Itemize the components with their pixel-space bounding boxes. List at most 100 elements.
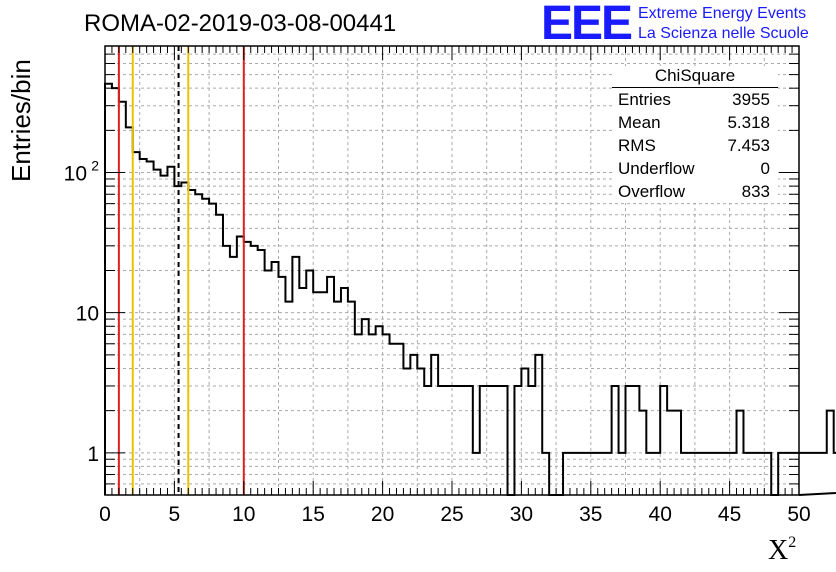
stats-row-entries: Entries 3955: [618, 90, 770, 109]
histogram-bin: [612, 386, 619, 495]
histogram-bin: [653, 453, 660, 495]
histogram-bin: [514, 386, 521, 495]
histogram-bin: [265, 271, 272, 496]
x-tick-label: 40: [649, 503, 672, 526]
histogram-bin: [813, 453, 820, 495]
stats-title: ChiSquare: [612, 66, 778, 88]
histogram-bin: [154, 170, 161, 495]
chart-title: ROMA-02-2019-03-08-00441: [84, 10, 397, 37]
histogram-bin: [723, 453, 730, 495]
histogram-bin: [417, 368, 424, 495]
histogram-bin: [605, 453, 612, 495]
histogram-bin: [778, 453, 785, 495]
x-tick-label: 20: [371, 503, 394, 526]
histogram-bin: [750, 453, 757, 495]
x-axis-label: X2: [768, 534, 797, 566]
histogram-bin: [764, 453, 771, 495]
histogram-bin: [313, 292, 320, 495]
histogram-bin: [272, 262, 279, 495]
histogram-bin: [410, 355, 417, 495]
histogram-bin: [119, 102, 126, 495]
stats-row-overflow: Overflow 833: [618, 182, 770, 201]
histogram-bin: [174, 186, 181, 495]
histogram-bin: [202, 199, 209, 495]
histogram-bin: [369, 334, 376, 495]
stats-row-underflow: Underflow 0: [618, 159, 770, 178]
histogram-bin: [737, 411, 744, 495]
y-tick-label-exponent: 2: [91, 158, 99, 174]
histogram-bin: [167, 167, 174, 495]
histogram-bin: [188, 190, 195, 495]
histogram-bin: [431, 355, 438, 495]
histogram-bin: [667, 411, 674, 495]
histogram-bin: [695, 453, 702, 495]
y-tick-label: 10: [76, 303, 99, 326]
histogram-bin: [258, 250, 265, 495]
x-tick-label: 45: [718, 503, 741, 526]
stats-row-mean: Mean 5.318: [618, 113, 770, 132]
histogram-bin: [535, 355, 542, 495]
x-tick-label: 35: [579, 503, 602, 526]
histogram-bin: [237, 236, 244, 495]
histogram-bin: [251, 246, 258, 495]
histogram-bin: [362, 319, 369, 495]
histogram-bin: [230, 257, 237, 495]
histogram-bin: [133, 152, 140, 495]
histogram-bin: [452, 386, 459, 495]
histogram-bin: [716, 453, 723, 495]
histogram-bin: [632, 386, 639, 495]
histogram-bin: [140, 159, 147, 495]
histogram-bin: [639, 411, 646, 495]
histogram-bin: [396, 344, 403, 495]
histogram-bin: [501, 386, 508, 495]
histogram-bin: [702, 453, 709, 495]
histogram-bin: [403, 368, 410, 495]
histogram-bin: [820, 453, 827, 495]
histogram-bin: [743, 453, 750, 495]
histogram-bin: [626, 386, 633, 495]
x-tick-label: 5: [169, 503, 181, 526]
histogram-bin: [598, 453, 605, 495]
histogram-bin: [827, 411, 834, 495]
histogram-bin: [279, 277, 286, 495]
histogram-bin: [674, 411, 681, 495]
histogram-bin: [181, 182, 188, 495]
histogram-bin: [619, 453, 626, 495]
stats-row-rms: RMS 7.453: [618, 136, 770, 155]
histogram-bin: [466, 386, 473, 495]
histogram-bin: [570, 453, 577, 495]
eee-logo: EEE: [541, 0, 633, 50]
histogram-bin: [577, 453, 584, 495]
histogram-bin: [438, 386, 445, 495]
y-tick-label: 1: [87, 443, 99, 466]
histogram-bin: [584, 453, 591, 495]
histogram-bin: [376, 326, 383, 495]
histogram-bin: [660, 386, 667, 495]
histogram-bin: [292, 257, 299, 495]
histogram-bin: [424, 386, 431, 495]
x-tick-label: 10: [232, 503, 255, 526]
histogram-bin: [195, 194, 202, 495]
histogram-bin: [445, 386, 452, 495]
x-tick-label: 50: [787, 503, 810, 526]
histogram-bin: [161, 176, 168, 495]
histogram-bin: [730, 453, 737, 495]
histogram-bin: [112, 88, 119, 495]
histogram-bin: [334, 302, 341, 495]
histogram-bin: [646, 453, 653, 495]
histogram-bin: [799, 453, 806, 495]
histogram-bin: [327, 277, 334, 495]
histogram-bin: [806, 453, 813, 495]
histogram-bin: [285, 302, 292, 495]
histogram-bin: [244, 242, 251, 495]
histogram-bin: [494, 386, 501, 495]
histogram-bin: [459, 386, 466, 495]
histogram-bin: [480, 386, 487, 495]
x-tick-label: 25: [440, 503, 463, 526]
histogram-bin: [348, 302, 355, 495]
logo-line-1: Extreme Energy Events: [638, 5, 807, 22]
histogram-bin: [528, 386, 535, 495]
histogram-bin: [306, 271, 313, 496]
histogram-bin: [709, 453, 716, 495]
